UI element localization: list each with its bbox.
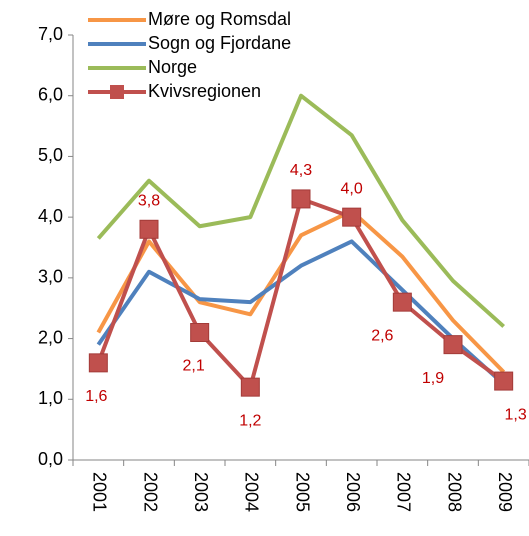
marker <box>240 377 260 397</box>
value-label: 4,0 <box>341 180 363 197</box>
x-tick-label: 2007 <box>394 472 414 512</box>
y-tick-label: 0,0 <box>38 449 63 469</box>
y-tick-label: 7,0 <box>38 24 63 44</box>
y-tick-label: 5,0 <box>38 145 63 165</box>
marker <box>443 335 463 355</box>
value-label: 1,6 <box>85 388 107 405</box>
x-tick-label: 2004 <box>242 472 262 512</box>
x-tick-label: 2003 <box>191 472 211 512</box>
legend-marker <box>110 85 124 99</box>
marker <box>190 323 210 342</box>
x-tick-label: 2008 <box>444 472 464 512</box>
series-line <box>96 209 506 374</box>
y-tick-label: 4,0 <box>38 206 63 226</box>
value-label: 3,8 <box>138 193 160 210</box>
y-tick-label: 6,0 <box>38 84 63 104</box>
y-tick-label: 2,0 <box>38 327 63 347</box>
y-tick-label: 3,0 <box>38 267 63 287</box>
marker <box>139 219 159 239</box>
x-tick-label: 2005 <box>292 472 312 512</box>
value-label: 2,6 <box>371 327 393 344</box>
value-label: 1,3 <box>505 406 527 423</box>
y-tick-label: 1,0 <box>38 388 63 408</box>
marker <box>494 371 514 391</box>
value-label: 1,2 <box>239 412 261 429</box>
marker <box>392 292 412 312</box>
series-line <box>96 239 506 386</box>
x-tick-label: 2009 <box>495 472 515 512</box>
marker <box>88 353 108 373</box>
value-label: 1,9 <box>422 370 444 387</box>
series-line <box>96 196 505 390</box>
value-label: 4,3 <box>290 162 312 179</box>
value-label: 2,1 <box>183 358 205 375</box>
legend-label: Møre og Romsdal <box>148 9 291 29</box>
legend-label: Kvivsregionen <box>148 81 261 101</box>
x-tick-label: 2001 <box>90 472 110 512</box>
marker <box>291 189 311 209</box>
x-tick-label: 2006 <box>343 472 363 512</box>
series-line <box>96 93 506 328</box>
x-tick-label: 2002 <box>140 472 160 512</box>
legend-label: Sogn og Fjordane <box>148 33 291 53</box>
marker <box>342 207 362 227</box>
legend-label: Norge <box>148 57 197 77</box>
